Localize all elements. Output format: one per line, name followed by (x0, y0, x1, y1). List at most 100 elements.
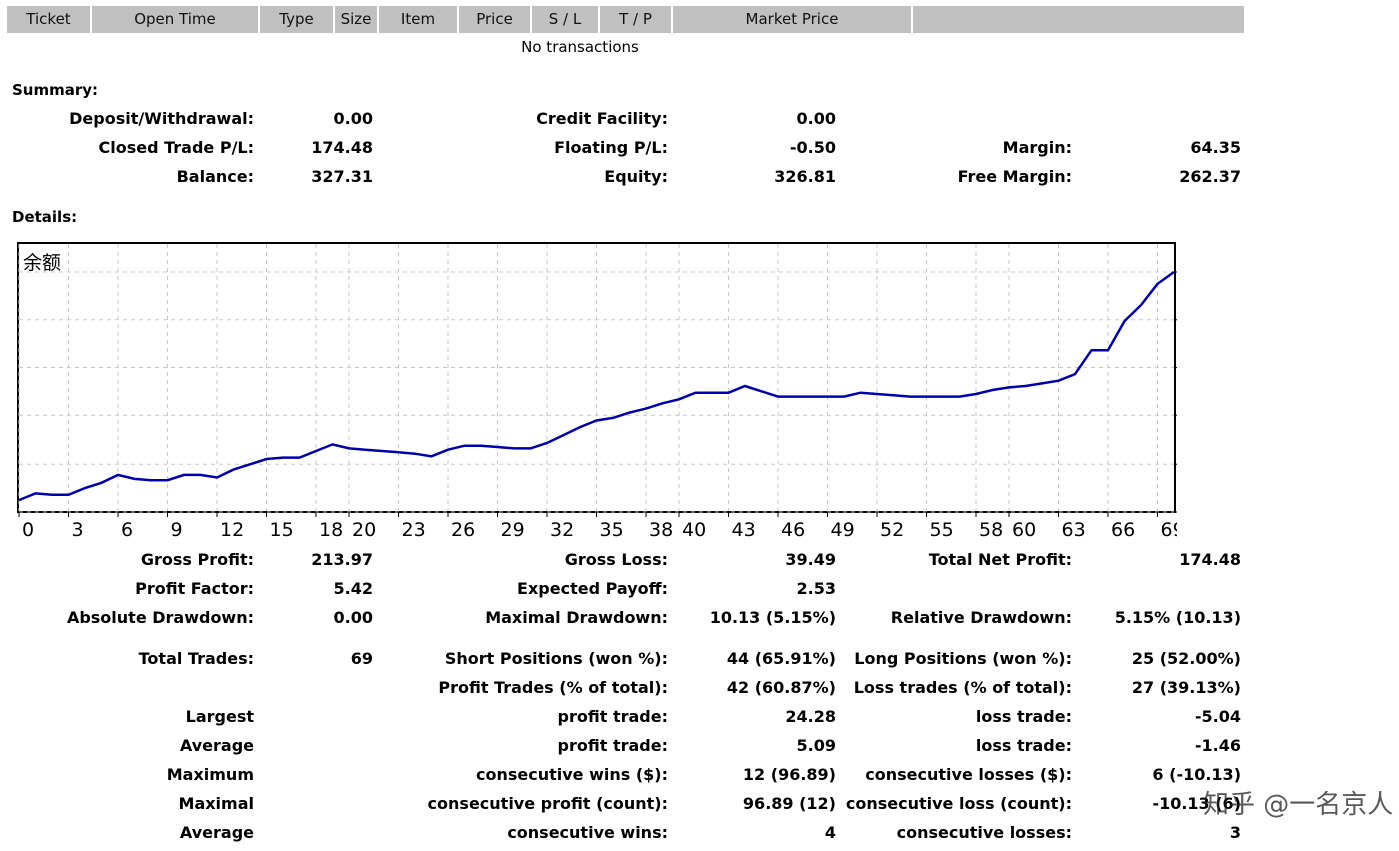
free-margin-value: 262.37 (1179, 167, 1241, 186)
margin-label: Margin: (1002, 138, 1072, 157)
absolute-drawdown-label: Absolute Drawdown: (66, 608, 254, 627)
x-tick-label: 60 (1012, 519, 1036, 541)
average-loss-value: -1.46 (1194, 736, 1241, 755)
x-tick-label: 9 (171, 519, 183, 541)
x-tick-label: 12 (220, 519, 244, 541)
x-tick-label: 3 (72, 519, 84, 541)
x-tick-label: 20 (352, 519, 376, 541)
maximum-label: Maximum (166, 765, 254, 784)
equity-value: 326.81 (774, 167, 836, 186)
watermark: 知乎 @一名京人 (1203, 790, 1394, 820)
chart-title: 余额 (23, 252, 61, 274)
col-sl[interactable]: S / L (532, 6, 600, 33)
balance-value: 327.31 (311, 167, 373, 186)
gross-loss-label: Gross Loss: (564, 550, 668, 569)
total-net-value: 174.48 (1179, 550, 1241, 569)
short-positions-label: Short Positions (won %): (444, 649, 668, 668)
x-tick-label: 15 (270, 519, 294, 541)
short-positions-value: 44 (65.91%) (726, 649, 836, 668)
margin-value: 64.35 (1190, 138, 1241, 157)
loss-trades-label: Loss trades (% of total): (853, 678, 1072, 697)
col-blank[interactable] (913, 6, 1246, 33)
floating-pl-label: Floating P/L: (554, 138, 668, 157)
transactions-header: Ticket Open Time Type Size Item Price S … (7, 6, 1246, 33)
col-size[interactable]: Size (335, 6, 379, 33)
x-tick-label: 52 (880, 519, 904, 541)
long-positions-value: 25 (52.00%) (1131, 649, 1241, 668)
x-tick-label: 29 (501, 519, 525, 541)
profit-factor-label: Profit Factor: (135, 579, 254, 598)
largest-profit-label: profit trade: (557, 707, 668, 726)
profit-factor-value: 5.42 (333, 579, 373, 598)
credit-label: Credit Facility: (536, 109, 668, 128)
max-consecutive-losses-value: 6 (-10.13) (1152, 765, 1241, 784)
average2-label: Average (179, 823, 254, 842)
x-tick-label: 35 (600, 519, 624, 541)
average-label: Average (179, 736, 254, 755)
gross-profit-value: 213.97 (311, 550, 373, 569)
x-tick-label: 46 (781, 519, 805, 541)
balance-chart: 325289253217180144 036912151820232629323… (17, 242, 1177, 542)
closed-pl-value: 174.48 (311, 138, 373, 157)
total-trades-label: Total Trades: (138, 649, 254, 668)
maximal-consecutive-loss-value: -10.13 (6) (1152, 794, 1241, 813)
col-type[interactable]: Type (260, 6, 335, 33)
balance-chart-svg: 325289253217180144 036912151820232629323… (17, 242, 1178, 541)
largest-label: Largest (185, 707, 254, 726)
avg-consecutive-losses-label: consecutive losses: (896, 823, 1072, 842)
x-tick-label: 58 (979, 519, 1003, 541)
x-tick-label: 32 (550, 519, 574, 541)
expected-payoff-label: Expected Payoff: (517, 579, 668, 598)
x-tick-label: 26 (451, 519, 475, 541)
average-profit-value: 5.09 (796, 736, 836, 755)
profit-trades-label: Profit Trades (% of total): (438, 678, 668, 697)
maximal-consecutive-loss-label: consecutive loss (count): (845, 794, 1072, 813)
largest-loss-label: loss trade: (975, 707, 1072, 726)
col-market-price[interactable]: Market Price (673, 6, 913, 33)
no-transactions-text: No transactions (521, 38, 639, 56)
x-tick-label: 55 (930, 519, 954, 541)
free-margin-label: Free Margin: (957, 167, 1072, 186)
loss-trades-value: 27 (39.13%) (1131, 678, 1241, 697)
maximal-drawdown-value: 10.13 (5.15%) (709, 608, 836, 627)
details-title: Details: (12, 208, 78, 226)
balance-label: Balance: (176, 167, 254, 186)
maximal-drawdown-label: Maximal Drawdown: (485, 608, 668, 627)
total-net-label: Total Net Profit: (928, 550, 1072, 569)
relative-drawdown-label: Relative Drawdown: (890, 608, 1072, 627)
x-tick-label: 49 (831, 519, 855, 541)
average-profit-label: profit trade: (557, 736, 668, 755)
summary-title: Summary: (12, 81, 99, 99)
x-tick-label: 66 (1111, 519, 1135, 541)
credit-value: 0.00 (796, 109, 836, 128)
x-tick-label: 43 (732, 519, 756, 541)
x-tick-label: 38 (649, 519, 673, 541)
gross-loss-value: 39.49 (785, 550, 836, 569)
average-loss-label: loss trade: (975, 736, 1072, 755)
y-ticks: 325289253217180144 (1175, 271, 1177, 513)
x-tick-label: 0 (22, 519, 34, 541)
col-tp[interactable]: T / P (600, 6, 673, 33)
largest-profit-value: 24.28 (785, 707, 836, 726)
expected-payoff-value: 2.53 (796, 579, 836, 598)
max-consecutive-losses-label: consecutive losses ($): (865, 765, 1072, 784)
col-item[interactable]: Item (379, 6, 459, 33)
balance-line (18, 270, 1175, 502)
col-open-time[interactable]: Open Time (92, 6, 260, 33)
max-consecutive-wins-value: 12 (96.89) (742, 765, 836, 784)
profit-trades-value: 42 (60.87%) (726, 678, 836, 697)
x-tick-label: 63 (1062, 519, 1086, 541)
col-ticket[interactable]: Ticket (7, 6, 92, 33)
maximal-consecutive-profit-value: 96.89 (12) (742, 794, 836, 813)
largest-loss-value: -5.04 (1194, 707, 1241, 726)
deposit-value: 0.00 (333, 109, 373, 128)
avg-consecutive-losses-value: 3 (1229, 823, 1241, 842)
avg-consecutive-wins-label: consecutive wins: (507, 823, 668, 842)
floating-pl-value: -0.50 (789, 138, 836, 157)
x-tick-label: 18 (319, 519, 343, 541)
total-trades-value: 69 (350, 649, 373, 668)
relative-drawdown-value: 5.15% (10.13) (1114, 608, 1241, 627)
equity-label: Equity: (604, 167, 668, 186)
x-tick-label: 69 (1161, 519, 1178, 541)
col-price[interactable]: Price (459, 6, 532, 33)
